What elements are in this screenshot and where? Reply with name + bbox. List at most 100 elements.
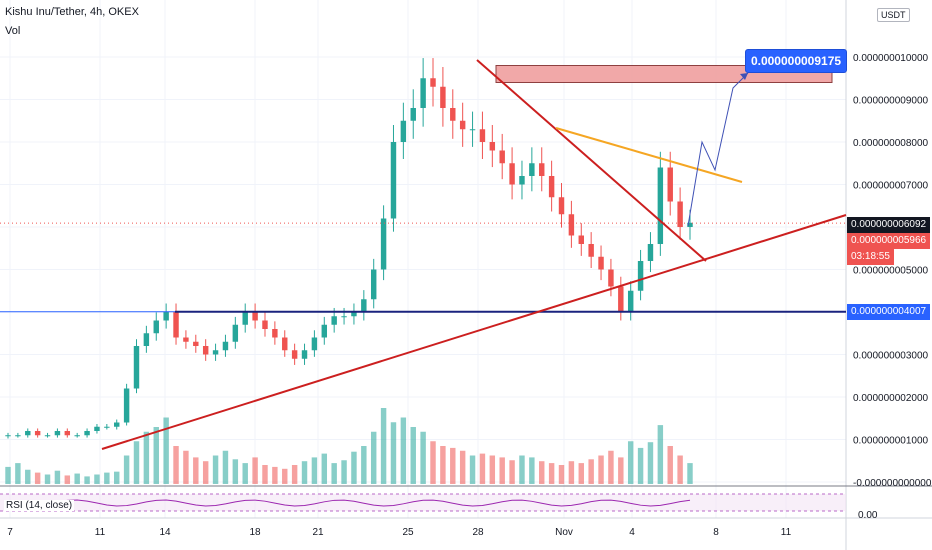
currency-badge[interactable]: USDT	[877, 8, 910, 22]
volume-bar	[94, 474, 100, 484]
candle-body	[173, 312, 179, 338]
candle-body	[311, 337, 318, 351]
candle-body	[440, 86, 446, 108]
volume-bar	[400, 417, 407, 484]
volume-bar	[321, 453, 328, 484]
y-tick-label: 0.000000009000	[853, 96, 929, 107]
candle-body	[74, 435, 80, 437]
y-tick-label: 0.000000010000	[853, 53, 929, 64]
candle-body	[519, 176, 525, 185]
candle-body	[143, 333, 150, 346]
candle-body	[282, 337, 288, 351]
candle-body	[202, 346, 209, 355]
x-tick-label: Nov	[555, 527, 573, 538]
volume-bar	[469, 455, 476, 484]
candle-body	[657, 167, 664, 244]
candle-body	[361, 299, 367, 312]
volume-bar	[84, 476, 90, 484]
y-tick-label: 0.000000002000	[853, 393, 929, 404]
volume-bar	[222, 450, 229, 484]
volume-bar	[450, 447, 456, 484]
volume-bar	[459, 450, 466, 484]
volume-bar	[202, 461, 209, 484]
volume-bar	[548, 463, 555, 484]
y-tick-label: 0.000000008000	[853, 138, 929, 149]
volume-bar	[64, 475, 71, 484]
x-tick-label: 4	[629, 527, 635, 538]
candle-body	[331, 316, 337, 325]
volume-bar	[647, 442, 654, 484]
volume-bar	[627, 441, 634, 484]
volume-bar	[677, 455, 683, 484]
volume-bar	[282, 468, 288, 484]
volume-bar	[54, 470, 61, 484]
countdown-tag: 03:18:55	[847, 249, 894, 265]
volume-bar	[657, 425, 664, 484]
candle-body	[400, 120, 407, 142]
volume-bar	[390, 422, 397, 484]
candle-body	[390, 142, 397, 219]
volume-bar	[232, 459, 239, 484]
candle-body	[94, 426, 100, 431]
volume-legend: Vol	[5, 25, 21, 37]
y-tick-label: 0.000000001000	[853, 436, 929, 447]
candle-body	[450, 108, 456, 121]
volume-bar	[173, 446, 179, 484]
candle-body	[558, 197, 565, 215]
candle-body	[232, 324, 239, 342]
volume-bar	[489, 455, 496, 484]
candle-body	[301, 350, 308, 359]
candle-body	[262, 320, 268, 329]
volume-bar	[588, 459, 594, 484]
candle-body	[499, 150, 505, 164]
candle-body	[212, 350, 219, 355]
candle-body	[588, 244, 594, 257]
x-tick-label: 7	[7, 527, 13, 538]
volume-bar	[15, 463, 21, 484]
candle-body	[667, 167, 673, 202]
volume-bar	[509, 460, 515, 484]
candle-body	[15, 435, 21, 437]
candle-body	[647, 244, 654, 261]
candle-body	[5, 435, 11, 437]
candle-body	[104, 426, 110, 428]
volume-bar	[568, 461, 575, 484]
candle-body	[291, 350, 298, 359]
rsi-band	[0, 494, 846, 511]
support-price-tag: 0.000000004007	[847, 304, 931, 320]
volume-bar	[598, 455, 604, 484]
candle-body	[539, 163, 545, 176]
candle-body	[25, 431, 31, 436]
candle-body	[133, 346, 140, 389]
volume-bar	[479, 453, 486, 484]
candle-body	[687, 222, 693, 227]
candle-body	[222, 341, 229, 351]
current-price-tag: 0.000000005966	[847, 233, 931, 249]
volume-bar	[242, 463, 248, 484]
candle-body	[380, 218, 387, 270]
volume-bar	[618, 457, 624, 484]
candle-body	[420, 78, 426, 108]
volume-bar	[153, 427, 159, 484]
candle-body	[469, 129, 476, 131]
volume-bar	[331, 463, 337, 484]
volume-bar	[133, 441, 140, 484]
candle-body	[677, 201, 683, 227]
volume-bar	[183, 450, 189, 484]
candle-body	[64, 431, 71, 436]
candle-body	[183, 337, 189, 342]
candle-body	[193, 341, 199, 346]
candle-body	[608, 269, 614, 287]
candle-body	[509, 163, 515, 185]
x-tick-label: 11	[781, 527, 792, 538]
volume-bar	[193, 457, 199, 484]
volume-bar	[272, 466, 278, 484]
candle-body	[430, 78, 436, 87]
candle-body	[54, 431, 61, 436]
y-tick-label: 0.000000003000	[853, 351, 929, 362]
candle-body	[163, 312, 169, 321]
candle-body	[341, 316, 347, 318]
candle-body	[370, 269, 377, 300]
